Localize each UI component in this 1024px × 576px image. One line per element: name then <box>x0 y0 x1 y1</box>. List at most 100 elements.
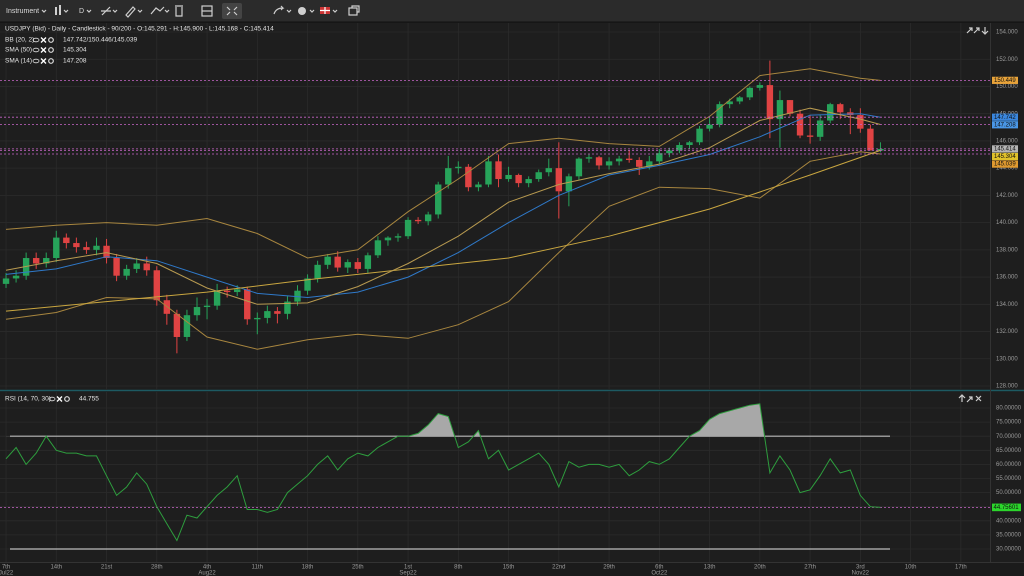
chart-type-button[interactable] <box>55 5 69 15</box>
icon <box>175 5 183 17</box>
y-tick-label: 65.00000 <box>996 448 1022 454</box>
price-label: 150.449 <box>994 78 1016 84</box>
candle-body <box>636 159 643 167</box>
indicator-name: BB (20, 2) <box>5 37 34 44</box>
x-month-label: Aug22 <box>198 571 216 576</box>
price-label-box <box>992 113 1018 121</box>
eye-icon <box>32 58 40 64</box>
y-tick-label: 142.000 <box>996 193 1018 199</box>
candle-body <box>495 161 502 180</box>
labels: 128.000 130.000 132.000 134.000 136.000 138.0… <box>0 30 1022 576</box>
x-tick-label: 29th <box>603 565 615 571</box>
x-tick-label: 4th <box>203 565 211 571</box>
y-tick-label: 60.00000 <box>996 462 1022 468</box>
maximize-button[interactable] <box>966 27 980 34</box>
draw-line-button[interactable] <box>101 6 118 16</box>
shapes-button[interactable] <box>150 6 170 15</box>
y-tick-label: 150.000 <box>996 84 1018 90</box>
caret <box>63 9 69 13</box>
icon <box>351 5 360 13</box>
candle-body <box>445 168 452 185</box>
candle-body <box>515 174 522 184</box>
indicator-name: SMA (14) <box>5 58 32 65</box>
x-tick-label: 17th <box>955 565 967 571</box>
candle-body <box>404 219 412 237</box>
candle-body <box>233 289 241 293</box>
x-month-label: Oct22 <box>651 571 668 576</box>
instrument-button[interactable]: Instrument <box>6 8 47 15</box>
candle-body <box>153 270 160 301</box>
candle-body <box>565 176 573 192</box>
candle-body <box>766 85 774 120</box>
x-tick-label: 18th <box>302 565 314 571</box>
y-tick-label: 132.000 <box>996 329 1018 335</box>
share-button[interactable] <box>273 5 292 15</box>
candle-body <box>676 145 683 151</box>
instrument-label[interactable]: Instrument <box>6 8 39 15</box>
price-grid <box>0 23 990 390</box>
indicator-line <box>5 151 881 350</box>
interval-button[interactable]: D <box>79 8 92 15</box>
candle-body <box>384 237 392 241</box>
candle-body <box>867 128 874 151</box>
y-tick-label: 138.000 <box>996 247 1018 253</box>
maximize-rsi-button[interactable] <box>966 396 973 403</box>
candle-body <box>485 161 492 185</box>
x-tick-label: 15th <box>503 565 515 571</box>
candle-body <box>193 307 201 316</box>
candle-body <box>646 161 653 167</box>
x-month-label: Sep22 <box>399 571 417 576</box>
interval-label[interactable]: D <box>79 8 84 15</box>
language-button[interactable] <box>320 7 338 14</box>
y-tick-label: 140.000 <box>996 220 1018 226</box>
pen-button[interactable] <box>125 6 143 18</box>
candle-body <box>284 301 291 314</box>
rsi-title: RSI (14, 70, 30) <box>5 396 51 403</box>
x-month-label: Nov22 <box>852 571 870 576</box>
move-up-button[interactable] <box>958 394 966 402</box>
indicator-name: SMA (50) <box>5 47 32 54</box>
settings-icon <box>48 47 54 53</box>
fit-button[interactable] <box>222 3 242 19</box>
x-tick-label: 20th <box>754 565 766 571</box>
icon <box>273 5 285 15</box>
button-bg <box>222 3 242 19</box>
candle-body <box>686 142 693 146</box>
candle-body <box>344 262 351 268</box>
candle-body <box>435 184 442 215</box>
candle-body <box>244 289 251 320</box>
candle-body <box>545 168 552 173</box>
caret <box>309 9 315 13</box>
candle-body <box>806 135 814 137</box>
window-button[interactable] <box>348 5 360 16</box>
close-rsi-button[interactable] <box>975 395 982 402</box>
candle-body <box>535 172 542 180</box>
candle-body <box>656 153 663 162</box>
candle-body <box>585 157 593 159</box>
theme-button[interactable] <box>298 7 315 15</box>
indicator-value: 147.208 <box>63 58 87 65</box>
icon <box>958 394 966 402</box>
price-label-box <box>992 76 1018 84</box>
layout-button[interactable] <box>201 5 213 17</box>
delete-button[interactable] <box>175 5 183 17</box>
candle-body <box>53 237 60 259</box>
candle-body <box>877 148 884 151</box>
indicator-line <box>5 68 881 259</box>
rsi-panel <box>0 392 1024 562</box>
x-tick-label: 11th <box>252 565 263 571</box>
icon <box>125 6 136 18</box>
caret <box>286 9 292 13</box>
x-tick-label: 14th <box>50 565 62 571</box>
price-marks <box>0 60 990 354</box>
candle-body <box>364 255 372 269</box>
legend-icons <box>32 37 70 402</box>
y-tick-label: 40.00000 <box>996 518 1022 524</box>
icon <box>981 27 989 35</box>
candle-body <box>63 237 70 244</box>
icon <box>150 6 165 15</box>
y-tick-label: 134.000 <box>996 302 1018 308</box>
candle-body <box>696 128 703 143</box>
move-down-button[interactable] <box>981 27 989 35</box>
eye-icon <box>32 37 40 43</box>
